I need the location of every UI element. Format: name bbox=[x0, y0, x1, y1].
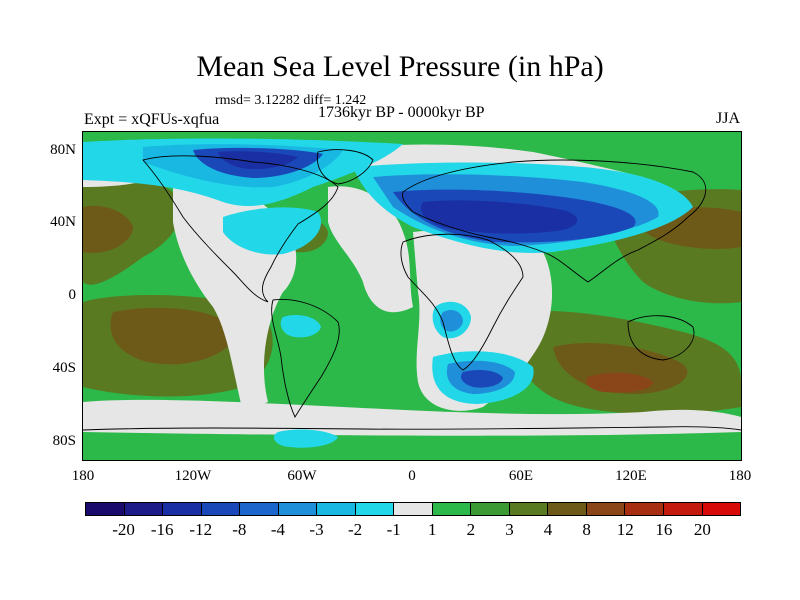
colorbar-label: -4 bbox=[270, 520, 286, 539]
x-tick-120w: 120W bbox=[174, 468, 212, 484]
north-america-coast bbox=[142, 155, 339, 303]
colorbar-swatch bbox=[123, 502, 164, 516]
south-atlantic-low-core bbox=[461, 370, 503, 388]
experiment-label: Expt = xQFUs-xqfua bbox=[84, 111, 220, 128]
colorbar-label: 20 bbox=[693, 520, 711, 539]
coastlines bbox=[83, 149, 741, 431]
x-tick-60e: 60E bbox=[508, 468, 534, 484]
colorbar bbox=[85, 502, 742, 516]
atlantic-neutral bbox=[328, 186, 413, 313]
indian-ocean-high-center bbox=[586, 372, 653, 393]
colorbar-swatch bbox=[316, 502, 356, 516]
colorbar-label: -2 bbox=[348, 520, 363, 539]
colorbar-swatch bbox=[393, 502, 433, 516]
colorbar-swatch bbox=[354, 502, 395, 516]
stats-label: rmsd= 3.12282 diff= 1.242 bbox=[215, 93, 367, 108]
colorbar-swatch bbox=[662, 502, 703, 516]
colorbar-label: -12 bbox=[189, 520, 213, 539]
north-atlantic-low bbox=[223, 207, 322, 255]
colorbar-swatch bbox=[277, 502, 318, 516]
colorbar-swatch bbox=[431, 502, 472, 516]
colorbar-label: -8 bbox=[232, 520, 247, 539]
y-tick-80n: 80N bbox=[50, 142, 76, 158]
colorbar-label: -16 bbox=[150, 520, 174, 539]
eurasia-coast bbox=[402, 159, 707, 283]
colorbar-label: -1 bbox=[386, 520, 401, 539]
colorbar-swatch bbox=[470, 502, 510, 516]
colorbar-swatch bbox=[200, 502, 241, 516]
map-svg bbox=[83, 132, 741, 460]
y-tick-40s: 40S bbox=[52, 360, 76, 376]
colorbar-label: 16 bbox=[655, 520, 673, 539]
y-tick-40n: 40N bbox=[50, 214, 76, 230]
africa-coast bbox=[400, 233, 524, 371]
colorbar-swatch bbox=[85, 502, 125, 516]
south-pacific-high-core bbox=[110, 307, 235, 365]
x-tick-0: 0 bbox=[408, 468, 416, 484]
antarctic-neutral bbox=[83, 399, 741, 436]
colorbar-label: 4 bbox=[543, 520, 553, 539]
period-label: 1736kyr BP - 0000kyr BP bbox=[318, 104, 485, 121]
colorbar-label: -20 bbox=[112, 520, 135, 539]
x-tick-120e: 120E bbox=[615, 468, 647, 484]
north-pacific-high-core bbox=[83, 205, 133, 253]
colorbar-label: 8 bbox=[582, 520, 591, 539]
southern-africa-low-mid bbox=[440, 310, 463, 332]
south-america-coast bbox=[271, 299, 340, 418]
colorbar-swatch bbox=[547, 502, 587, 516]
colorbar-swatch bbox=[508, 502, 549, 516]
antarctica-coast bbox=[83, 426, 741, 431]
eurasia-low-center bbox=[420, 200, 578, 234]
plot-title: Mean Sea Level Pressure (in hPa) bbox=[196, 50, 604, 83]
x-tick-180w: 180 bbox=[71, 468, 95, 484]
greenland-coast bbox=[316, 149, 374, 185]
colorbar-label: 12 bbox=[616, 520, 634, 539]
antarctic-low-east bbox=[273, 429, 338, 448]
colorbar-label: 2 bbox=[466, 520, 476, 539]
australia-coast bbox=[627, 315, 695, 361]
x-tick-180e: 180 bbox=[728, 468, 752, 484]
colorbar-swatch bbox=[239, 502, 279, 516]
season-label: JJA bbox=[715, 110, 740, 127]
colorbar-swatch bbox=[624, 502, 664, 516]
y-tick-80s: 80S bbox=[52, 433, 76, 449]
colorbar-label: 3 bbox=[505, 520, 514, 539]
x-tick-60w: 60W bbox=[287, 468, 317, 484]
y-tick-0: 0 bbox=[68, 287, 77, 303]
colorbar-label: 1 bbox=[428, 520, 437, 539]
colorbar-label: -3 bbox=[309, 520, 324, 539]
colorbar-swatch bbox=[162, 502, 202, 516]
colorbar-swatch bbox=[701, 502, 742, 516]
map-plot-area bbox=[83, 132, 741, 460]
south-american-low bbox=[280, 315, 321, 338]
colorbar-swatch bbox=[585, 502, 626, 516]
